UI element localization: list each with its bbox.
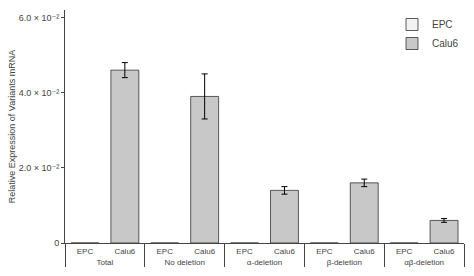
svg-text:Calu6: Calu6	[354, 247, 375, 256]
svg-text:EPC: EPC	[77, 247, 94, 256]
svg-text:EPC: EPC	[432, 19, 453, 30]
svg-text:0: 0	[54, 238, 59, 248]
svg-text:Calu6: Calu6	[114, 247, 135, 256]
svg-text:α-deletion: α-deletion	[247, 258, 282, 267]
svg-text:Calu6: Calu6	[194, 247, 215, 256]
svg-text:6.0 × 10⁻²: 6.0 × 10⁻²	[19, 13, 60, 23]
svg-text:2.0 × 10⁻²: 2.0 × 10⁻²	[19, 163, 60, 173]
svg-text:EPC: EPC	[396, 247, 413, 256]
svg-text:β-deletion: β-deletion	[327, 258, 362, 267]
svg-text:Calu6: Calu6	[434, 247, 455, 256]
svg-text:αβ-deletion: αβ-deletion	[404, 258, 444, 267]
svg-text:No deletion: No deletion	[164, 258, 204, 267]
svg-text:EPC: EPC	[236, 247, 253, 256]
svg-text:Relative Expression of Variant: Relative Expression of Variants mRNA	[7, 50, 17, 203]
svg-text:Total: Total	[96, 258, 113, 267]
svg-text:EPC: EPC	[316, 247, 333, 256]
svg-text:4.0 × 10⁻²: 4.0 × 10⁻²	[19, 88, 60, 98]
svg-text:Calu6: Calu6	[432, 38, 459, 49]
svg-text:EPC: EPC	[157, 247, 174, 256]
svg-text:Calu6: Calu6	[274, 247, 295, 256]
